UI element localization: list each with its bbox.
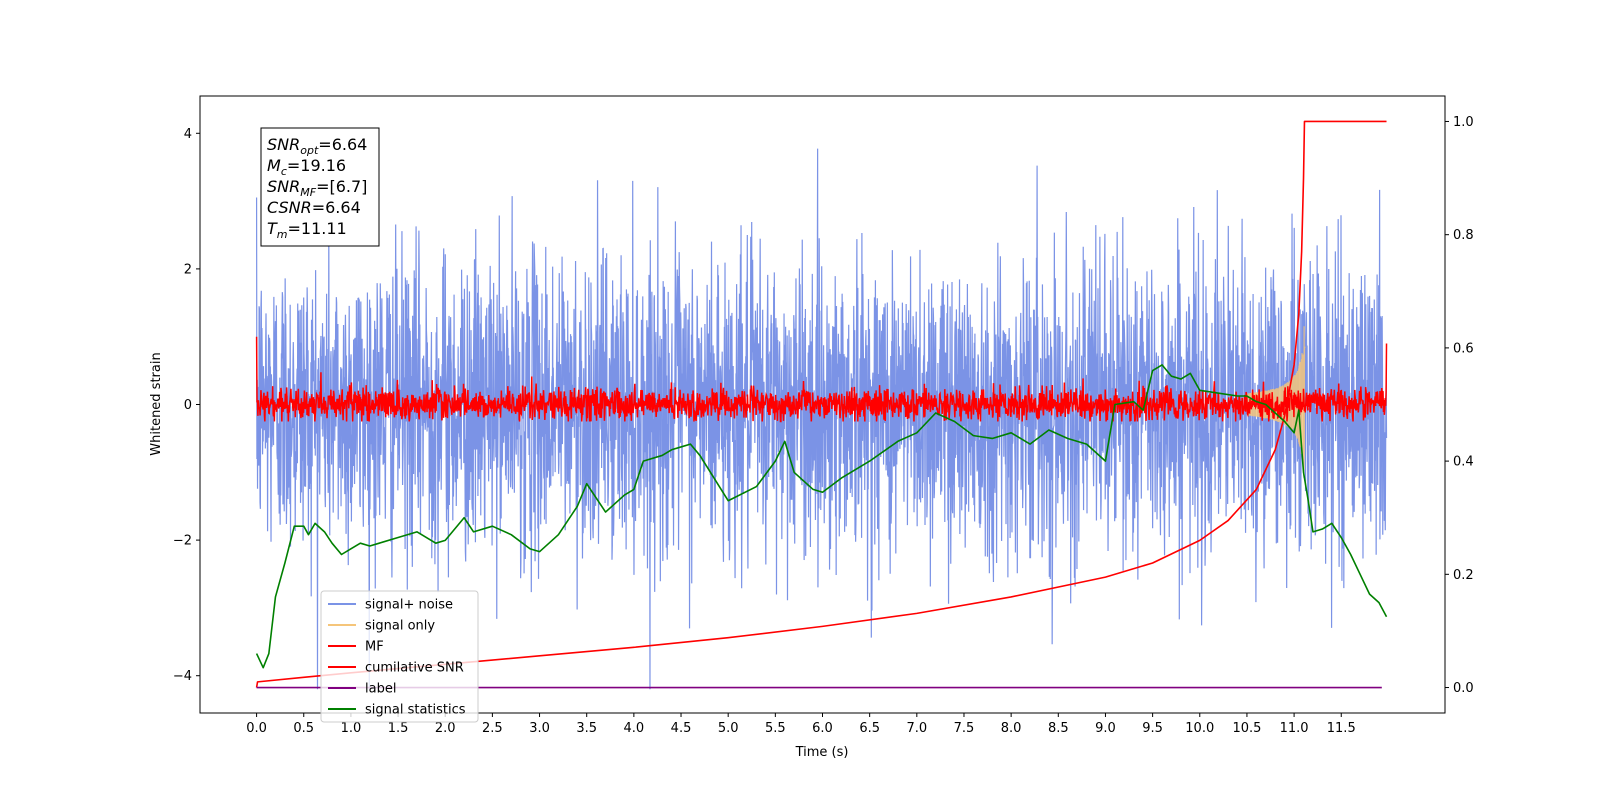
- x-tick-label: 0.5: [293, 721, 314, 736]
- legend-label: signal only: [365, 619, 435, 634]
- y-tick-label: −4: [173, 669, 192, 684]
- y-tick-label: 4: [184, 127, 192, 142]
- stats-annotation-line: Tm=11.11: [267, 219, 347, 241]
- series-signal-statistics-line: [255, 364, 1388, 669]
- x-tick-label: 10.0: [1185, 721, 1214, 736]
- annotation-key: SNR: [267, 177, 300, 196]
- annotation-value: =11.11: [288, 219, 347, 238]
- y2-tick-label: 1.0: [1453, 115, 1474, 130]
- x-tick-label: 6.0: [812, 721, 833, 736]
- stats-annotation-line: Mc=19.16: [267, 156, 346, 178]
- x-tick-label: 7.0: [906, 721, 927, 736]
- legend-label: signal+ noise: [365, 598, 453, 613]
- stats-annotation-line: SNRMF=[6.7]: [267, 177, 367, 199]
- legend-label: signal statistics: [365, 703, 466, 718]
- annotation-value: =[6.7]: [316, 177, 367, 196]
- x-tick-label: 5.5: [765, 721, 786, 736]
- y2-tick-label: 0.0: [1453, 681, 1474, 696]
- legend-label: MF: [365, 640, 384, 655]
- x-tick-label: 1.5: [388, 721, 409, 736]
- x-tick-label: 9.5: [1142, 721, 1163, 736]
- x-axis-title: Time (s): [795, 745, 849, 760]
- y2-tick-label: 0.8: [1453, 228, 1474, 243]
- x-tick-label: 11.5: [1327, 721, 1356, 736]
- legend-frame: [320, 590, 479, 723]
- x-tick-label: 3.5: [576, 721, 597, 736]
- stats-annotation-frame: [260, 127, 380, 247]
- legend-label: cumilative SNR: [365, 661, 464, 676]
- annotation-key: CSNR: [267, 198, 312, 217]
- legend-label: label: [365, 682, 396, 697]
- x-tick-label: 2.0: [435, 721, 456, 736]
- series-signal-noise-line: [255, 148, 1388, 690]
- stats-annotation-box: SNRopt=6.64Mc=19.16SNRMF=[6.7]CSNR=6.64T…: [260, 127, 380, 247]
- annotation-key: SNR: [267, 135, 300, 154]
- y2-tick-label: 0.4: [1453, 455, 1474, 470]
- x-tick-label: 1.0: [341, 721, 362, 736]
- legend: signal+ noise signal only MF cumilative SNR…: [320, 590, 479, 723]
- stats-annotation-line: CSNR=6.64: [267, 198, 361, 217]
- x-tick-label: 3.0: [529, 721, 550, 736]
- annotation-subscript: MF: [300, 186, 316, 199]
- x-tick-label: 7.5: [954, 721, 975, 736]
- x-tick-label: 5.0: [718, 721, 739, 736]
- x-tick-label: 9.0: [1095, 721, 1116, 736]
- x-tick-label: 11.0: [1280, 721, 1309, 736]
- annotation-value: =6.64: [318, 135, 367, 154]
- annotation-value: =19.16: [287, 156, 346, 175]
- x-tick-label: 2.5: [482, 721, 503, 736]
- x-tick-label: 6.5: [859, 721, 880, 736]
- y-tick-label: 2: [184, 262, 192, 277]
- annotation-subscript: c: [281, 165, 287, 178]
- y-axis-title: Whitened strain: [149, 352, 164, 455]
- annotation-subscript: m: [277, 228, 288, 241]
- y-axis-right: 0.0 0.2 0.4 0.6 0.8 1.0: [1445, 115, 1474, 696]
- y-axis-left: −4 −2 0 2 4: [173, 127, 200, 684]
- annotation-subscript: opt: [300, 144, 319, 157]
- y-tick-label: −2: [173, 534, 192, 549]
- series-mf-line: [255, 336, 1388, 423]
- x-tick-label: 4.5: [671, 721, 692, 736]
- annotation-key: T: [267, 219, 278, 238]
- y2-tick-label: 0.2: [1453, 568, 1474, 583]
- y2-tick-label: 0.6: [1453, 341, 1474, 356]
- y-tick-label: 0: [184, 398, 192, 413]
- annotation-value: =6.64: [312, 198, 361, 217]
- x-tick-label: 8.0: [1001, 721, 1022, 736]
- x-tick-label: 4.0: [624, 721, 645, 736]
- x-tick-label: 0.0: [246, 721, 267, 736]
- x-tick-label: 10.5: [1232, 721, 1261, 736]
- stats-annotation-line: SNRopt=6.64: [267, 135, 367, 157]
- annotation-key: M: [267, 156, 281, 175]
- x-tick-label: 8.5: [1048, 721, 1069, 736]
- x-axis: 0.0 0.5 1.0 1.5 2.0 2.5 3.0 3.5 4.0 4.5 5.0 5.5 6.0 6…: [246, 713, 1356, 736]
